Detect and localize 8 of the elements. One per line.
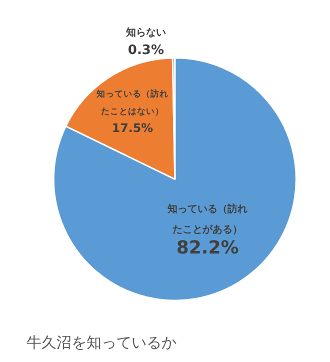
text: 牛久沼を知っているか bbox=[26, 334, 176, 352]
slice-label: 知っている（訪れたことはない） bbox=[95, 88, 168, 118]
data-label: 17.5% bbox=[112, 120, 154, 135]
slice-label: 知らない bbox=[124, 26, 166, 39]
pie-slice bbox=[53, 57, 297, 302]
data-label: 82.2% bbox=[176, 237, 239, 258]
data-label: 0.3% bbox=[128, 42, 164, 58]
slice-label: 知っている（訪れたことがある） bbox=[166, 202, 248, 236]
